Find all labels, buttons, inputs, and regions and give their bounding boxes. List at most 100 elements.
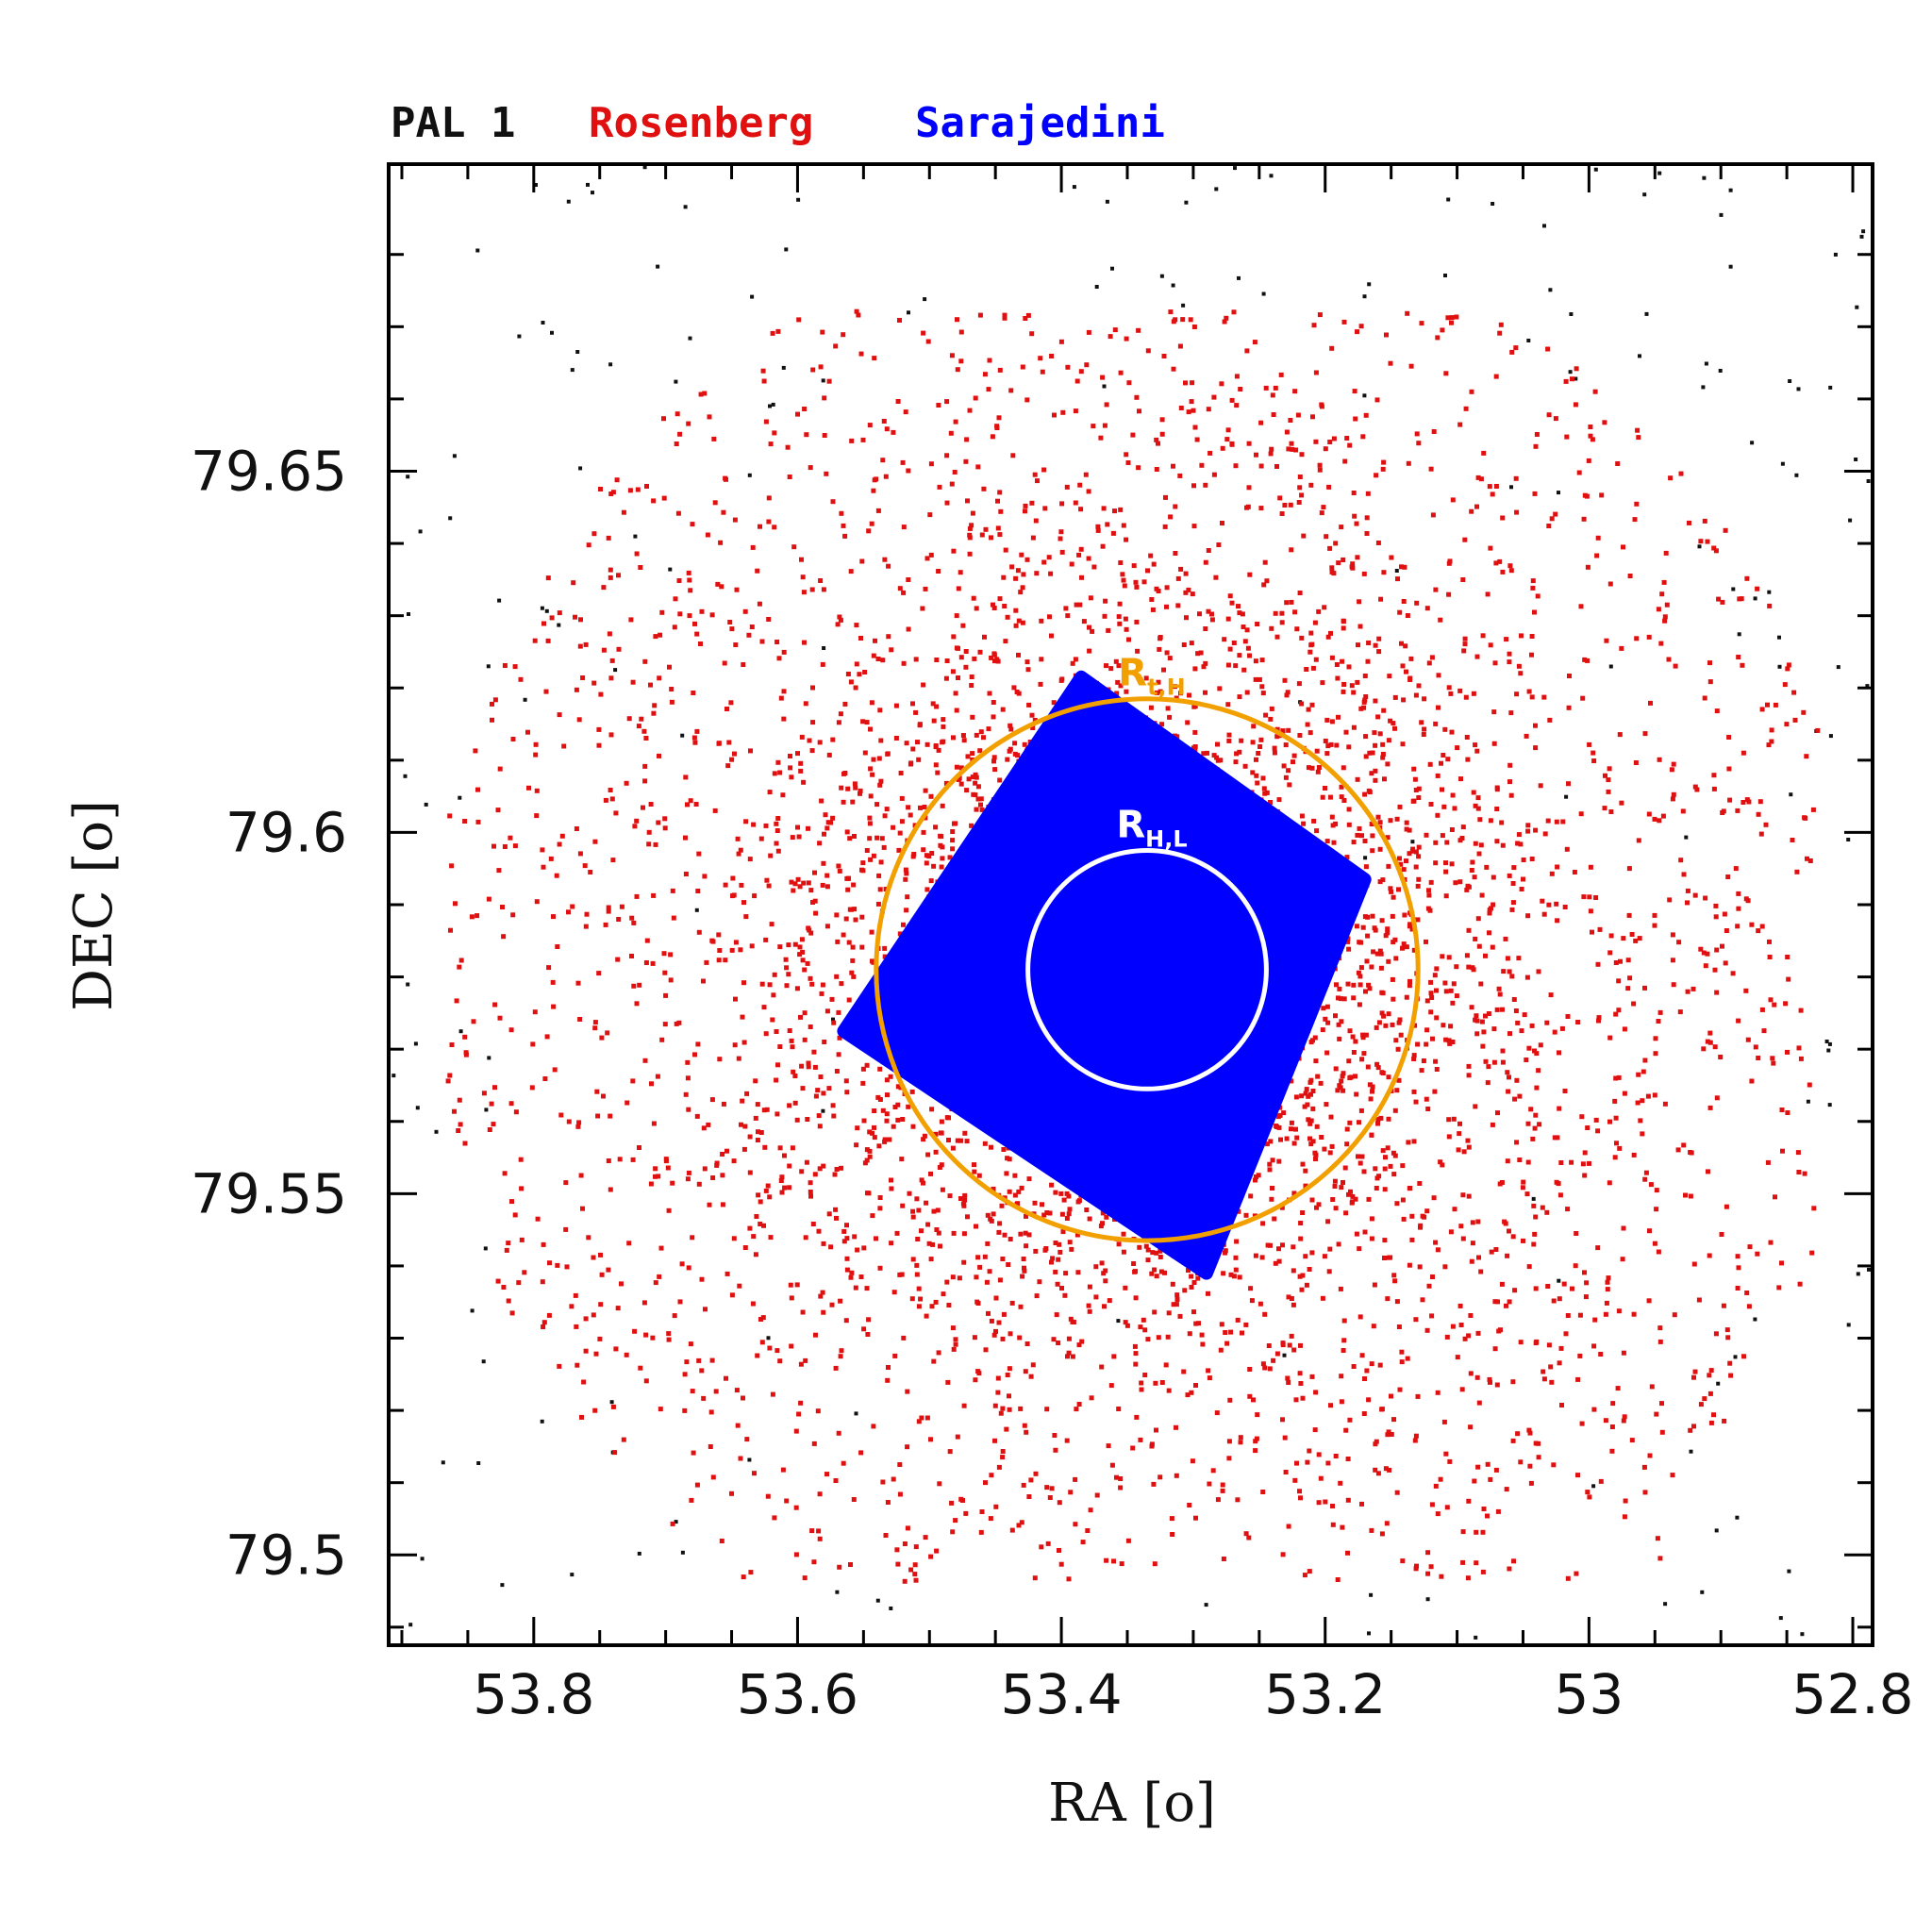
rosenberg-point [1474, 1560, 1479, 1566]
rosenberg-point [1400, 741, 1406, 747]
rosenberg-point [575, 1124, 581, 1129]
rosenberg-point [1226, 738, 1232, 743]
rosenberg-point [1007, 1157, 1012, 1162]
rosenberg-point [870, 1130, 874, 1136]
rosenberg-point [1035, 478, 1040, 484]
rosenberg-point [1735, 924, 1740, 929]
rosenberg-point [902, 1541, 908, 1546]
rosenberg-point [475, 913, 480, 919]
rosenberg-point [1159, 417, 1165, 423]
rosenberg-point [1407, 851, 1412, 857]
rosenberg-point [986, 387, 991, 392]
rosenberg-point [1443, 869, 1449, 874]
rosenberg-point [1008, 388, 1014, 393]
rosenberg-point [1181, 642, 1187, 647]
rosenberg-point [699, 1368, 705, 1374]
rosenberg-point [919, 1177, 924, 1183]
rosenberg-point [1476, 943, 1482, 949]
rosenberg-point [935, 1208, 941, 1213]
pal1-point [1362, 294, 1367, 299]
rosenberg-point [823, 812, 828, 818]
rosenberg-point [797, 952, 803, 958]
rosenberg-point [1156, 679, 1161, 685]
rosenberg-point [958, 329, 964, 335]
rosenberg-point [758, 1199, 763, 1205]
rosenberg-point [1199, 1332, 1205, 1338]
rosenberg-point [615, 1306, 621, 1311]
rosenberg-point [1029, 331, 1035, 337]
rosenberg-point [1207, 1481, 1212, 1487]
rosenberg-point [933, 824, 939, 830]
rosenberg-point [1382, 1187, 1388, 1192]
rosenberg-point [1563, 1331, 1569, 1337]
rosenberg-point [1269, 1196, 1274, 1202]
rosenberg-point [1510, 881, 1516, 886]
rosenberg-point [1111, 1558, 1116, 1564]
rosenberg-point [1547, 717, 1553, 723]
rosenberg-point [1404, 944, 1409, 950]
rosenberg-point [882, 1137, 888, 1142]
rosenberg-point [1648, 1182, 1654, 1188]
rosenberg-point [1386, 1011, 1391, 1017]
rosenberg-point [1118, 560, 1124, 565]
rosenberg-point [743, 914, 749, 920]
rosenberg-point [861, 1326, 867, 1332]
rosenberg-point [1388, 818, 1393, 824]
rosenberg-point [937, 484, 942, 490]
rosenberg-point [914, 1272, 920, 1277]
rosenberg-point [1170, 1532, 1175, 1537]
rosenberg-point [601, 585, 607, 591]
rosenberg-point [1736, 891, 1741, 896]
rosenberg-point [1718, 1055, 1724, 1059]
rosenberg-point [1317, 462, 1323, 468]
rosenberg-point [1532, 1231, 1538, 1237]
rosenberg-point [1251, 1397, 1256, 1403]
rosenberg-point [1473, 742, 1478, 748]
rosenberg-point [888, 1074, 893, 1079]
rosenberg-point [1013, 623, 1019, 628]
rosenberg-point [1002, 1232, 1008, 1238]
rosenberg-point [1364, 515, 1370, 521]
rosenberg-point [818, 364, 824, 370]
rosenberg-point [685, 1059, 691, 1065]
rosenberg-point [1110, 530, 1116, 536]
rosenberg-point [774, 1348, 780, 1354]
rosenberg-point [953, 691, 958, 696]
rosenberg-point [1041, 467, 1047, 473]
rosenberg-point [842, 701, 848, 707]
rosenberg-point [1698, 539, 1704, 544]
rosenberg-point [525, 729, 530, 735]
rosenberg-point [874, 476, 879, 482]
rosenberg-point [1214, 755, 1220, 760]
rosenberg-point [508, 1101, 514, 1107]
rosenberg-point [1636, 435, 1641, 441]
rosenberg-point [995, 498, 1000, 504]
rosenberg-point [1454, 314, 1459, 320]
pal1-point [1846, 1323, 1851, 1327]
rosenberg-point [844, 1267, 850, 1273]
rosenberg-point [648, 1181, 654, 1187]
rosenberg-point [1024, 659, 1030, 665]
rosenberg-point [662, 970, 668, 975]
rosenberg-point [833, 343, 839, 349]
rosenberg-point [1647, 1453, 1653, 1458]
rosenberg-point [1797, 1281, 1803, 1287]
rosenberg-point [758, 836, 764, 841]
rosenberg-point [1192, 666, 1198, 672]
rosenberg-point [1448, 1229, 1454, 1235]
rosenberg-point [1396, 887, 1401, 892]
rosenberg-point [1392, 1108, 1398, 1113]
rosenberg-point [1391, 1172, 1397, 1177]
rosenberg-point [987, 358, 992, 363]
rosenberg-point [1670, 796, 1675, 802]
rosenberg-point [677, 611, 683, 617]
rosenberg-point [954, 708, 959, 713]
rosenberg-point [1118, 1485, 1124, 1491]
pal1-point [407, 612, 410, 616]
rosenberg-point [877, 1097, 883, 1102]
rosenberg-point [533, 752, 539, 758]
rosenberg-point [1646, 1298, 1652, 1304]
rosenberg-point [1032, 718, 1038, 723]
rosenberg-point [1228, 1329, 1234, 1335]
rosenberg-point [1311, 323, 1317, 328]
